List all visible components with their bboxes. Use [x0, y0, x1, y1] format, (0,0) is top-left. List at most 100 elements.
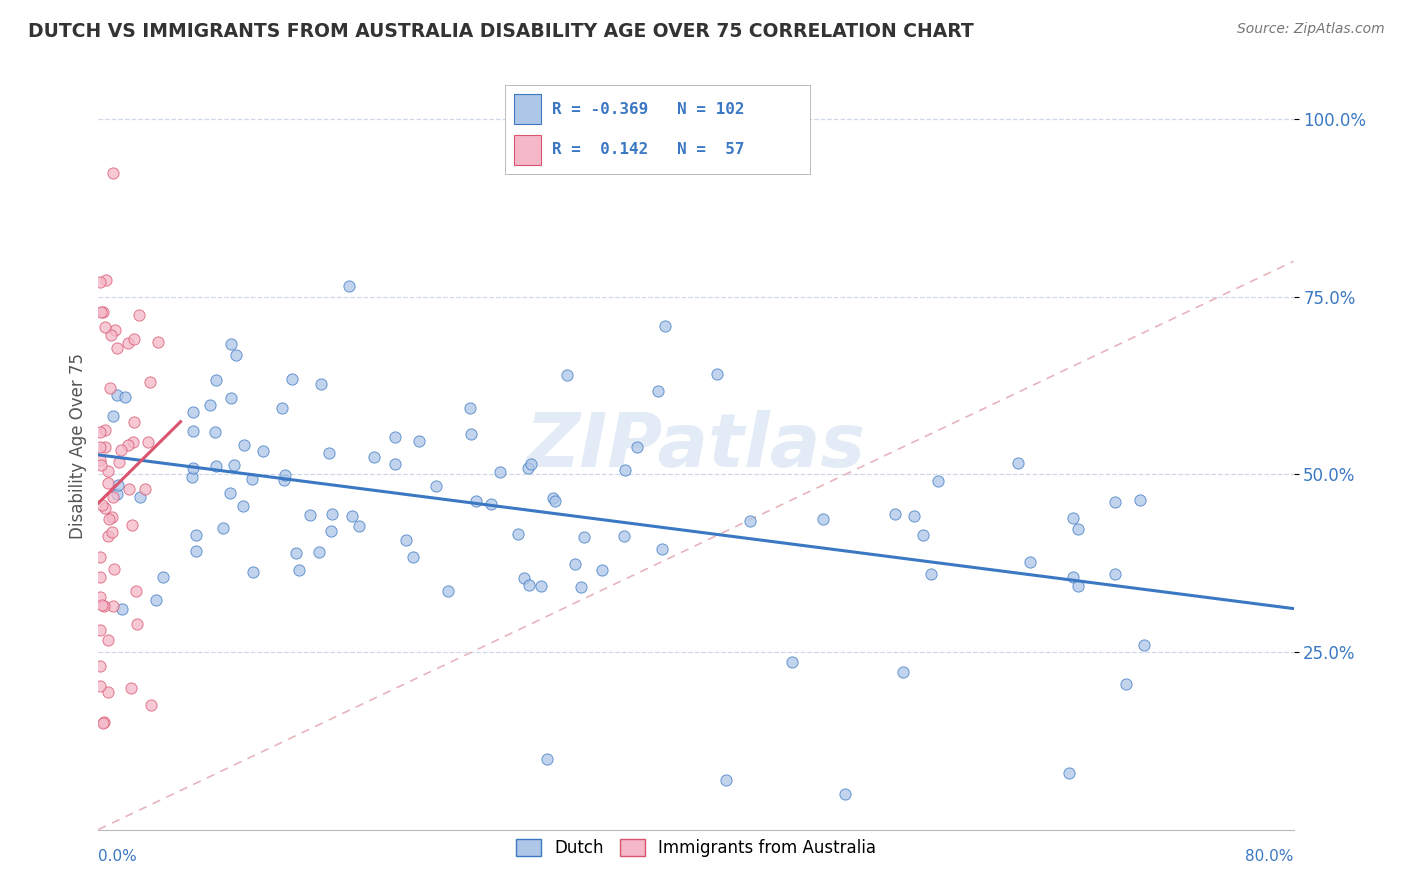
Dutch	[572, 530, 595, 544]
Dutch	[384, 457, 406, 471]
Dutch	[1133, 638, 1156, 652]
Immigrants from Australia	[128, 308, 150, 322]
Immigrants from Australia	[97, 529, 120, 543]
Dutch	[204, 425, 226, 439]
Dutch	[651, 542, 673, 557]
Dutch	[506, 527, 529, 541]
Dutch	[714, 772, 737, 787]
Immigrants from Australia	[134, 483, 156, 497]
Dutch	[219, 337, 242, 351]
Dutch	[520, 457, 543, 471]
Dutch	[465, 494, 488, 508]
Dutch	[198, 398, 221, 412]
Dutch	[458, 401, 481, 415]
Immigrants from Australia	[98, 512, 121, 526]
Dutch	[232, 438, 254, 452]
Text: ZIPatlas: ZIPatlas	[526, 409, 866, 483]
Dutch	[591, 563, 613, 577]
Text: 0.0%: 0.0%	[98, 849, 138, 863]
Text: Source: ZipAtlas.com: Source: ZipAtlas.com	[1237, 22, 1385, 37]
Immigrants from Australia	[97, 685, 120, 699]
Immigrants from Australia	[97, 633, 120, 648]
Immigrants from Australia	[90, 458, 112, 472]
Dutch	[479, 497, 502, 511]
Dutch	[219, 391, 242, 405]
Dutch	[204, 459, 226, 474]
Immigrants from Australia	[91, 498, 114, 512]
Dutch	[564, 557, 586, 571]
Dutch	[281, 371, 304, 385]
Dutch	[363, 450, 385, 464]
Immigrants from Australia	[100, 328, 122, 343]
Dutch	[222, 458, 245, 473]
Immigrants from Australia	[89, 658, 111, 673]
Dutch	[1128, 493, 1150, 508]
Dutch	[460, 426, 482, 441]
Immigrants from Australia	[89, 440, 111, 454]
Dutch	[530, 579, 553, 593]
Dutch	[181, 405, 204, 419]
Dutch	[273, 467, 295, 482]
Dutch	[1007, 456, 1029, 470]
Immigrants from Australia	[118, 483, 141, 497]
Immigrants from Australia	[91, 716, 114, 731]
Dutch	[519, 577, 541, 591]
Dutch	[1019, 555, 1042, 569]
Dutch	[782, 655, 804, 669]
Dutch	[738, 514, 761, 528]
Dutch	[544, 493, 567, 508]
Text: DUTCH VS IMMIGRANTS FROM AUSTRALIA DISABILITY AGE OVER 75 CORRELATION CHART: DUTCH VS IMMIGRANTS FROM AUSTRALIA DISAB…	[28, 22, 974, 41]
Immigrants from Australia	[108, 455, 131, 469]
Dutch	[340, 508, 363, 523]
Dutch	[541, 491, 564, 505]
Dutch	[107, 477, 129, 491]
Dutch	[513, 571, 536, 585]
Immigrants from Australia	[94, 320, 117, 334]
Dutch	[1066, 579, 1088, 593]
Dutch	[903, 508, 925, 523]
Y-axis label: Disability Age Over 75: Disability Age Over 75	[69, 353, 87, 539]
Dutch	[927, 475, 949, 489]
Immigrants from Australia	[89, 569, 111, 583]
Dutch	[184, 528, 207, 542]
Dutch	[1062, 511, 1084, 525]
Dutch	[111, 602, 134, 616]
Immigrants from Australia	[91, 305, 114, 319]
Dutch	[319, 524, 342, 538]
Dutch	[569, 580, 592, 594]
Dutch	[1059, 765, 1081, 780]
Dutch	[186, 544, 208, 558]
Dutch	[1115, 677, 1137, 691]
Dutch	[1104, 567, 1126, 582]
Immigrants from Australia	[91, 598, 114, 612]
Immigrants from Australia	[122, 416, 145, 430]
Dutch	[536, 751, 558, 765]
Dutch	[384, 430, 406, 444]
Dutch	[1104, 495, 1126, 509]
Dutch	[285, 546, 308, 560]
Dutch	[145, 592, 167, 607]
Text: 80.0%: 80.0%	[1246, 849, 1294, 863]
Dutch	[309, 376, 332, 391]
Dutch	[101, 409, 124, 423]
Immigrants from Australia	[89, 425, 111, 440]
Immigrants from Australia	[89, 679, 111, 693]
Dutch	[884, 508, 907, 522]
Dutch	[425, 479, 447, 493]
Dutch	[287, 563, 309, 577]
Immigrants from Australia	[110, 442, 132, 457]
Immigrants from Australia	[139, 698, 162, 713]
Immigrants from Australia	[103, 599, 125, 613]
Immigrants from Australia	[93, 501, 115, 516]
Immigrants from Australia	[103, 562, 125, 576]
Immigrants from Australia	[122, 332, 145, 346]
Dutch	[834, 787, 856, 801]
Dutch	[614, 463, 637, 477]
Dutch	[613, 529, 636, 543]
Dutch	[225, 348, 247, 362]
Immigrants from Australia	[100, 509, 122, 524]
Dutch	[1067, 522, 1090, 536]
Dutch	[181, 470, 204, 484]
Dutch	[181, 425, 204, 439]
Immigrants from Australia	[120, 681, 142, 695]
